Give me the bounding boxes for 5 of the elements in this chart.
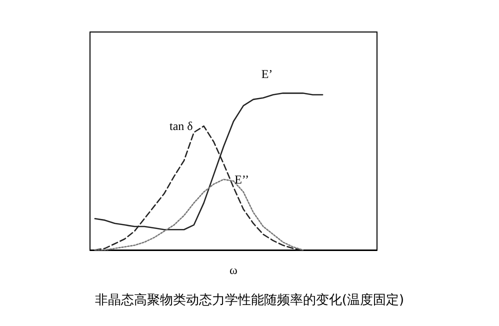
x-axis-title: ω [230, 263, 238, 277]
series-label: E’ [261, 67, 273, 82]
text: 非晶态高聚物类动态力学性能随频率的变化(温度固定) [94, 292, 404, 308]
series-label: E’’ [234, 172, 250, 186]
series-label: tan δ [169, 119, 194, 134]
